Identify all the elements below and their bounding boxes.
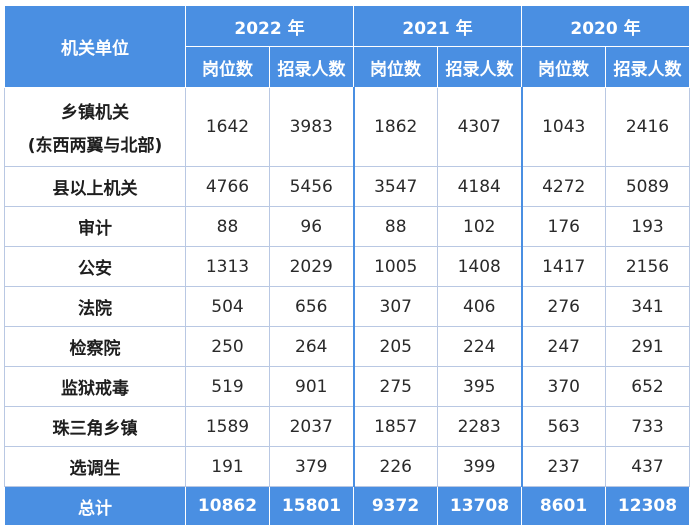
- cell-value: 247: [520, 326, 606, 367]
- cell-value: 176: [520, 206, 606, 247]
- cell-value: 102: [437, 206, 522, 247]
- cell-value: 275: [352, 366, 438, 407]
- total-label: 总计: [4, 486, 186, 526]
- cell-value: 2416: [605, 87, 690, 167]
- cell-value: 276: [520, 286, 606, 327]
- cell-value: 656: [269, 286, 354, 327]
- cell-value: 193: [605, 206, 690, 247]
- table-row: 监狱戒毒 519 901 275 395 370 652: [4, 366, 690, 407]
- cell-value: 1313: [185, 246, 270, 287]
- cell-value: 4184: [437, 166, 522, 207]
- cell-value: 205: [352, 326, 438, 367]
- recruitment-table: 机关单位 2022 年 2021 年 2020 年 岗位数 招录人数 岗位数 招…: [4, 5, 690, 526]
- cell-value: 1417: [520, 246, 606, 287]
- row-unit: 检察院: [4, 326, 186, 367]
- header-hires-2021: 招录人数: [437, 46, 522, 88]
- cell-value: 1043: [520, 87, 606, 167]
- recruitment-table-container: 机关单位 2022 年 2021 年 2020 年 岗位数 招录人数 岗位数 招…: [4, 5, 690, 526]
- header-hires-2020: 招录人数: [605, 46, 690, 88]
- cell-value: 4766: [185, 166, 270, 207]
- cell-value: 437: [605, 446, 690, 487]
- row-unit: 监狱戒毒: [4, 366, 186, 407]
- cell-value: 399: [437, 446, 522, 487]
- cell-value: 1589: [185, 406, 270, 447]
- row-unit: 选调生: [4, 446, 186, 487]
- row-unit: 公安: [4, 246, 186, 287]
- cell-value: 250: [185, 326, 270, 367]
- cell-value: 237: [520, 446, 606, 487]
- cell-value: 1857: [352, 406, 438, 447]
- header-posts-2020: 岗位数: [521, 46, 606, 88]
- cell-value: 224: [437, 326, 522, 367]
- table-row: 公安 1313 2029 1005 1408 1417 2156: [4, 246, 690, 287]
- cell-value: 2037: [269, 406, 354, 447]
- cell-value: 519: [185, 366, 270, 407]
- row-unit: 县以上机关: [4, 166, 186, 207]
- header-posts-2022: 岗位数: [185, 46, 270, 88]
- cell-value: 4307: [437, 87, 522, 167]
- cell-value: 96: [269, 206, 354, 247]
- unit-subtitle: (东西两翼与北部): [27, 136, 163, 156]
- unit-name: 乡镇机关: [61, 103, 129, 123]
- cell-value: 88: [352, 206, 438, 247]
- cell-value: 901: [269, 366, 354, 407]
- cell-value: 1005: [352, 246, 438, 287]
- cell-value: 191: [185, 446, 270, 487]
- cell-value: 395: [437, 366, 522, 407]
- header-posts-2021: 岗位数: [353, 46, 438, 88]
- table-row: 法院 504 656 307 406 276 341: [4, 286, 690, 327]
- cell-value: 5089: [605, 166, 690, 207]
- table-row: 县以上机关 4766 5456 3547 4184 4272 5089: [4, 166, 690, 207]
- cell-value: 379: [269, 446, 354, 487]
- cell-value: 291: [605, 326, 690, 367]
- total-value: 13708: [437, 486, 522, 526]
- total-value: 15801: [269, 486, 354, 526]
- cell-value: 370: [520, 366, 606, 407]
- cell-value: 1862: [352, 87, 438, 167]
- table-row: 选调生 191 379 226 399 237 437: [4, 446, 690, 487]
- total-row: 总计 10862 15801 9372 13708 8601 12308: [4, 486, 690, 526]
- table-row: 珠三角乡镇 1589 2037 1857 2283 563 733: [4, 406, 690, 447]
- cell-value: 341: [605, 286, 690, 327]
- header-year-2020: 2020 年: [521, 5, 690, 47]
- cell-value: 264: [269, 326, 354, 367]
- cell-value: 88: [185, 206, 270, 247]
- cell-value: 733: [605, 406, 690, 447]
- cell-value: 504: [185, 286, 270, 327]
- row-unit: 珠三角乡镇: [4, 406, 186, 447]
- cell-value: 2156: [605, 246, 690, 287]
- cell-value: 1408: [437, 246, 522, 287]
- row-unit: 法院: [4, 286, 186, 327]
- cell-value: 563: [520, 406, 606, 447]
- cell-value: 226: [352, 446, 438, 487]
- cell-value: 2029: [269, 246, 354, 287]
- total-value: 12308: [605, 486, 690, 526]
- header-hires-2022: 招录人数: [269, 46, 354, 88]
- cell-value: 4272: [520, 166, 606, 207]
- cell-value: 307: [352, 286, 438, 327]
- cell-value: 2283: [437, 406, 522, 447]
- cell-value: 652: [605, 366, 690, 407]
- table-row: 审计 88 96 88 102 176 193: [4, 206, 690, 247]
- total-value: 9372: [353, 486, 438, 526]
- table-row: 检察院 250 264 205 224 247 291: [4, 326, 690, 367]
- cell-value: 3547: [352, 166, 438, 207]
- table-row: 乡镇机关 (东西两翼与北部) 1642 3983 1862 4307 1043 …: [4, 87, 690, 167]
- header-year-2022: 2022 年: [185, 5, 354, 47]
- row-unit: 乡镇机关 (东西两翼与北部): [4, 87, 186, 167]
- cell-value: 5456: [269, 166, 354, 207]
- header-year-2021: 2021 年: [353, 5, 522, 47]
- header-unit: 机关单位: [4, 5, 186, 88]
- cell-value: 3983: [269, 87, 354, 167]
- cell-value: 406: [437, 286, 522, 327]
- total-value: 8601: [521, 486, 606, 526]
- row-unit: 审计: [4, 206, 186, 247]
- cell-value: 1642: [185, 87, 270, 167]
- total-value: 10862: [185, 486, 270, 526]
